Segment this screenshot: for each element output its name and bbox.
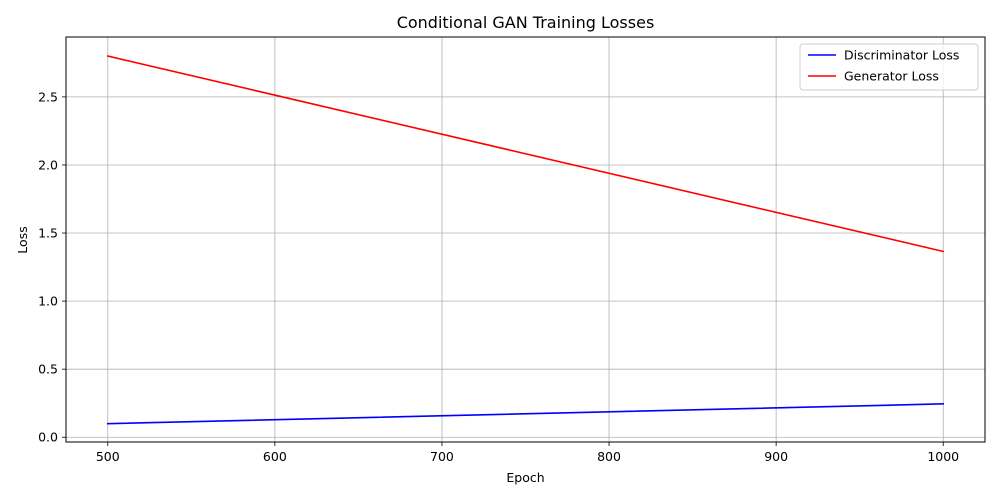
y-tick-label: 2.5: [38, 89, 58, 104]
grid-lines: [66, 37, 985, 442]
series-lines: [106, 55, 945, 425]
legend: Discriminator Loss Generator Loss: [799, 43, 979, 91]
plot-area: [65, 36, 986, 443]
legend-label-generator: Generator Loss: [844, 69, 939, 84]
series-line-discriminator-loss: [106, 403, 945, 425]
x-axis-title: Epoch: [506, 470, 544, 485]
y-tick-label: 2.0: [38, 157, 58, 172]
y-tick-label: 1.5: [38, 226, 58, 241]
x-tick-label: 1000: [927, 449, 959, 464]
legend-box: [799, 43, 979, 91]
x-tick-label: 800: [597, 449, 621, 464]
chart-title: Conditional GAN Training Losses: [397, 13, 655, 32]
y-tick-label: 0.5: [38, 362, 58, 377]
y-tick-label: 0.0: [38, 430, 58, 445]
y-tick-label: 1.0: [38, 294, 58, 309]
x-axis-ticks: 500 600 700 800 900 1000: [96, 442, 959, 464]
x-tick-label: 900: [764, 449, 788, 464]
series-line-generator-loss: [106, 55, 945, 253]
y-axis-ticks: 0.0 0.5 1.0 1.5 2.0 2.5: [38, 89, 66, 445]
legend-label-discriminator: Discriminator Loss: [844, 48, 959, 63]
x-tick-label: 700: [430, 449, 454, 464]
y-axis-title: Loss: [15, 226, 30, 253]
x-tick-label: 600: [263, 449, 287, 464]
x-tick-label: 500: [96, 449, 120, 464]
